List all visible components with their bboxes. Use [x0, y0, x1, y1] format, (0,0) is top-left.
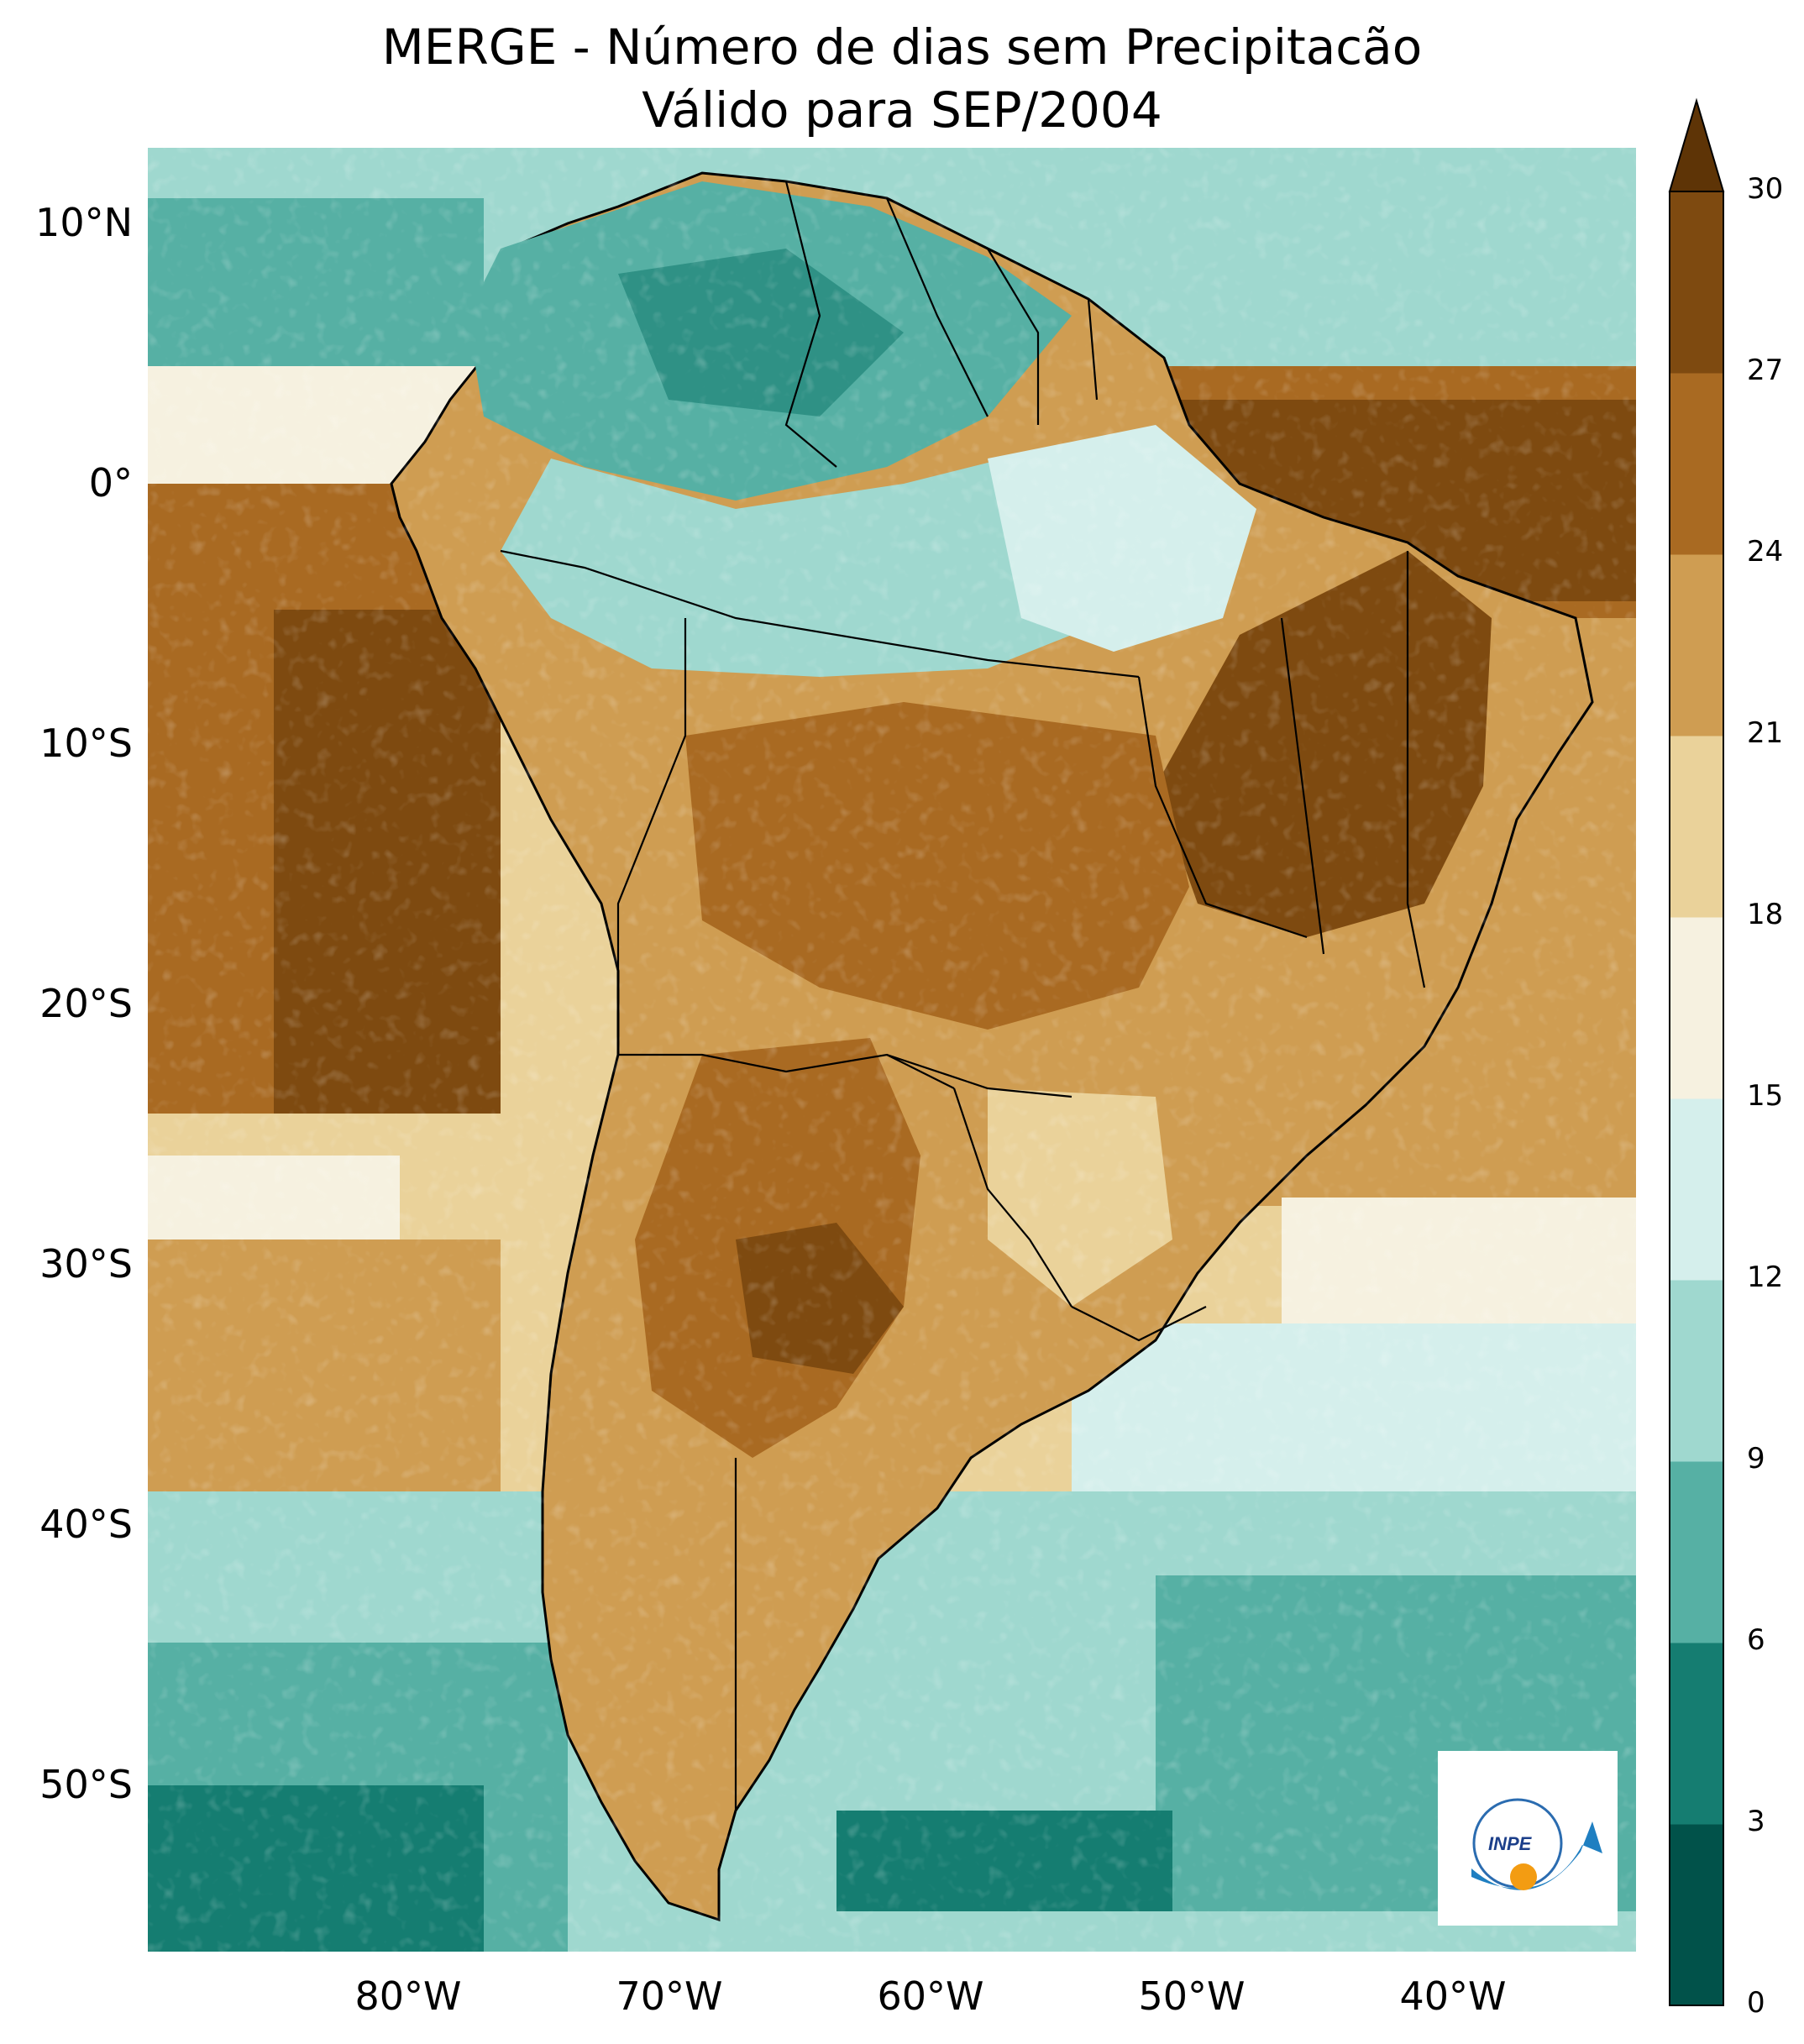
lat-tick-30s: 30°S	[39, 1241, 133, 1287]
lat-tick-10n: 10°N	[35, 200, 133, 245]
cb-tick-27: 27	[1747, 354, 1784, 387]
cb-tick-30: 30	[1747, 172, 1784, 206]
colorbar-step-6	[1670, 1461, 1723, 1643]
lat-tick-50s: 50°S	[39, 1762, 133, 1807]
lon-tick-50w: 50°W	[1138, 1973, 1245, 2019]
colorbar-step-0	[1670, 1824, 1723, 2006]
colorbar-step-27	[1670, 191, 1723, 374]
colorbar-step-12	[1670, 1098, 1723, 1281]
colorbar-step-21	[1670, 554, 1723, 736]
lon-tick-40w: 40°W	[1399, 1973, 1507, 2019]
colorbar-step-9	[1670, 1280, 1723, 1462]
colorbar-step-15	[1670, 917, 1723, 1099]
cb-tick-0: 0	[1747, 1986, 1765, 2020]
colorbar-step-3	[1670, 1643, 1723, 1825]
cb-tick-12: 12	[1747, 1260, 1784, 1294]
cb-tick-24: 24	[1747, 535, 1784, 569]
map-subtitle: Válido para SEP/2004	[642, 81, 1162, 139]
lat-tick-10s: 10°S	[39, 721, 133, 766]
cb-tick-6: 6	[1747, 1623, 1765, 1657]
cb-tick-18: 18	[1747, 898, 1784, 931]
map-title: MERGE - Número de dias sem Precipitacão	[381, 18, 1423, 76]
colorbar-step-24	[1670, 373, 1723, 555]
lon-tick-60w: 60°W	[877, 1973, 984, 2019]
precipitation-map	[148, 148, 1636, 1952]
colorbar	[1668, 97, 1725, 2006]
lon-tick-70w: 70°W	[616, 1973, 723, 2019]
lat-tick-0: 0°	[88, 460, 133, 506]
colorbar-step-18	[1670, 736, 1723, 918]
colorbar-extend-arrow	[1668, 97, 1725, 192]
cb-tick-3: 3	[1747, 1805, 1765, 1838]
inpe-logo-text: INPE	[1488, 1833, 1533, 1854]
cb-tick-9: 9	[1747, 1442, 1765, 1475]
lat-tick-20s: 20°S	[39, 981, 133, 1026]
lat-tick-40s: 40°S	[39, 1502, 133, 1547]
lon-tick-80w: 80°W	[354, 1973, 462, 2019]
cb-tick-21: 21	[1747, 716, 1784, 750]
inpe-logo: INPE	[1438, 1751, 1618, 1926]
cb-tick-15: 15	[1747, 1079, 1784, 1113]
